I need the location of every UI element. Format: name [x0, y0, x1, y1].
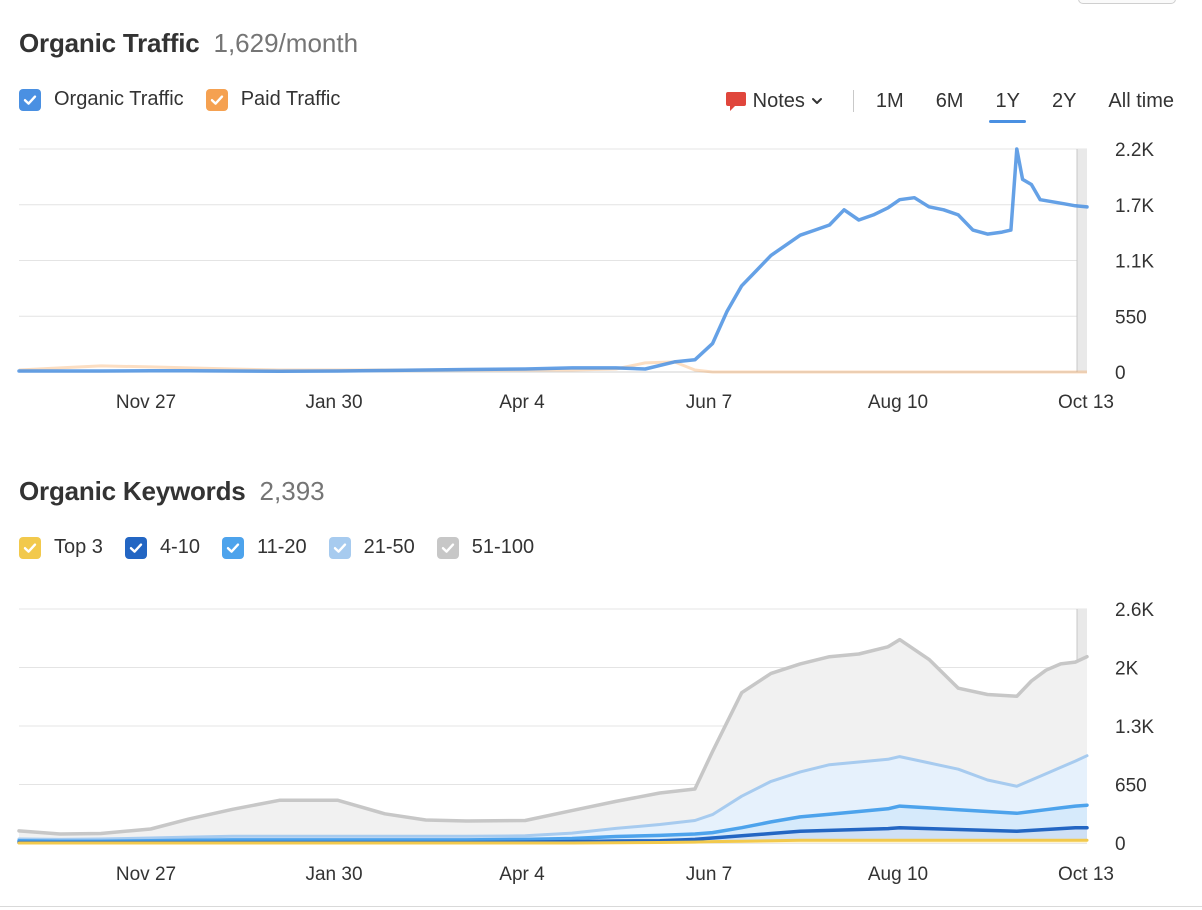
- range-handle: [1077, 149, 1087, 372]
- bottom-divider: [0, 906, 1202, 907]
- legend-item-51-100[interactable]: 51-100: [436, 536, 535, 559]
- legend-label: Top 3: [54, 536, 103, 558]
- keywords-header: Organic Keywords 2,393: [19, 476, 325, 507]
- y-tick-label: 550: [1115, 307, 1147, 328]
- traffic-title: Organic Traffic: [19, 28, 200, 58]
- notes-dropdown[interactable]: Notes: [725, 90, 823, 113]
- x-tick-label: Jan 30: [305, 392, 362, 413]
- x-tick-label: Jun 7: [686, 392, 732, 413]
- range-1y[interactable]: 1Y: [989, 86, 1027, 123]
- notes-icon: [725, 92, 746, 111]
- line-top-3: [17, 838, 1089, 845]
- x-tick-label: Jun 7: [686, 864, 732, 885]
- line-51-100: [17, 637, 1089, 836]
- traffic-header: Organic Traffic 1,629/month: [19, 28, 358, 59]
- legend-label: 51-100: [471, 536, 535, 558]
- notes-label: Notes: [752, 89, 805, 112]
- x-tick-label: Aug 10: [868, 864, 928, 885]
- checkbox-checked-icon[interactable]: [436, 536, 459, 559]
- y-tick-label: 0: [1115, 834, 1126, 855]
- keywords-value: 2,393: [259, 476, 325, 506]
- y-tick-label: 1.3K: [1115, 717, 1154, 738]
- range-1m[interactable]: 1M: [875, 89, 904, 112]
- x-tick-label: Oct 13: [1058, 392, 1114, 413]
- range-all-time[interactable]: All time: [1108, 89, 1174, 112]
- legend-item-21-50[interactable]: 21-50: [328, 536, 415, 559]
- legend-label: 11-20: [256, 536, 307, 558]
- checkbox-checked-icon[interactable]: [19, 536, 41, 559]
- x-tick-label: Apr 4: [499, 392, 545, 413]
- checkbox-checked-icon[interactable]: [221, 536, 244, 559]
- y-tick-label: 1.7K: [1115, 196, 1154, 217]
- y-tick-label: 1.1K: [1115, 252, 1154, 273]
- legend-label: Organic Traffic: [54, 88, 184, 110]
- range-2y[interactable]: 2Y: [1051, 89, 1077, 112]
- top-tab-edge: [1078, 0, 1176, 4]
- organic-traffic-chart[interactable]: 0 550 1.1K 1.7K 2.2K Nov 27 Jan 30 Apr 4 Jun 7 Au…: [0, 130, 1202, 420]
- y-tick-label: 650: [1115, 776, 1147, 797]
- legend-item-paid-traffic[interactable]: Paid Traffic: [205, 88, 341, 111]
- organic-traffic-line: [17, 147, 1089, 373]
- checkbox-checked-icon[interactable]: [124, 536, 147, 559]
- checkbox-checked-icon[interactable]: [328, 536, 351, 559]
- legend-item-4-10[interactable]: 4-10: [124, 536, 200, 559]
- line-11-20: [17, 803, 1089, 843]
- x-tick-label: Jan 30: [305, 864, 362, 885]
- x-tick-label: Aug 10: [868, 392, 928, 413]
- keywords-title: Organic Keywords: [19, 476, 246, 506]
- x-tick-label: Nov 27: [116, 392, 176, 413]
- legend-item-11-20[interactable]: 11-20: [221, 536, 307, 559]
- keywords-legend: Top 3 4-10 11-20 21-50 51-100: [19, 536, 556, 559]
- line-21-50: [17, 754, 1089, 841]
- organic-keywords-chart[interactable]: 0 650 1.3K 2K 2.6K Nov 27 Jan 30 Apr 4 Jun 7 Aug …: [0, 600, 1202, 890]
- y-tick-label: 2.6K: [1115, 600, 1154, 621]
- controls-divider: [852, 90, 854, 112]
- traffic-controls: Notes 1M 6M 1Y 2Y All time: [725, 84, 1176, 123]
- legend-label: 4-10: [159, 536, 200, 558]
- legend-item-top-3[interactable]: Top 3: [19, 536, 103, 559]
- y-tick-label: 2K: [1115, 659, 1139, 680]
- y-tick-label: 2.2K: [1115, 140, 1154, 161]
- legend-item-organic-traffic[interactable]: Organic Traffic: [19, 88, 184, 111]
- checkbox-checked-icon[interactable]: [205, 88, 228, 111]
- y-tick-label: 0: [1115, 363, 1126, 384]
- traffic-legend: Organic Traffic Paid Traffic: [19, 88, 362, 111]
- range-6m[interactable]: 6M: [935, 89, 964, 112]
- checkbox-checked-icon[interactable]: [19, 88, 41, 111]
- x-tick-label: Apr 4: [499, 864, 545, 885]
- traffic-value: 1,629/month: [213, 28, 359, 58]
- x-tick-label: Nov 27: [116, 864, 176, 885]
- chevron-down-icon: [811, 98, 822, 104]
- x-tick-label: Oct 13: [1058, 864, 1114, 885]
- legend-label: 21-50: [363, 536, 415, 558]
- legend-label: Paid Traffic: [240, 88, 341, 110]
